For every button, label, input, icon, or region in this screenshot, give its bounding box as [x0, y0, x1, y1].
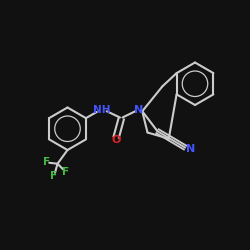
Text: F: F — [62, 167, 69, 177]
Text: F: F — [43, 157, 50, 167]
Text: N: N — [186, 144, 195, 154]
Text: O: O — [112, 135, 121, 145]
Text: N: N — [134, 105, 143, 115]
Text: F: F — [50, 171, 57, 181]
Text: NH: NH — [92, 105, 110, 115]
